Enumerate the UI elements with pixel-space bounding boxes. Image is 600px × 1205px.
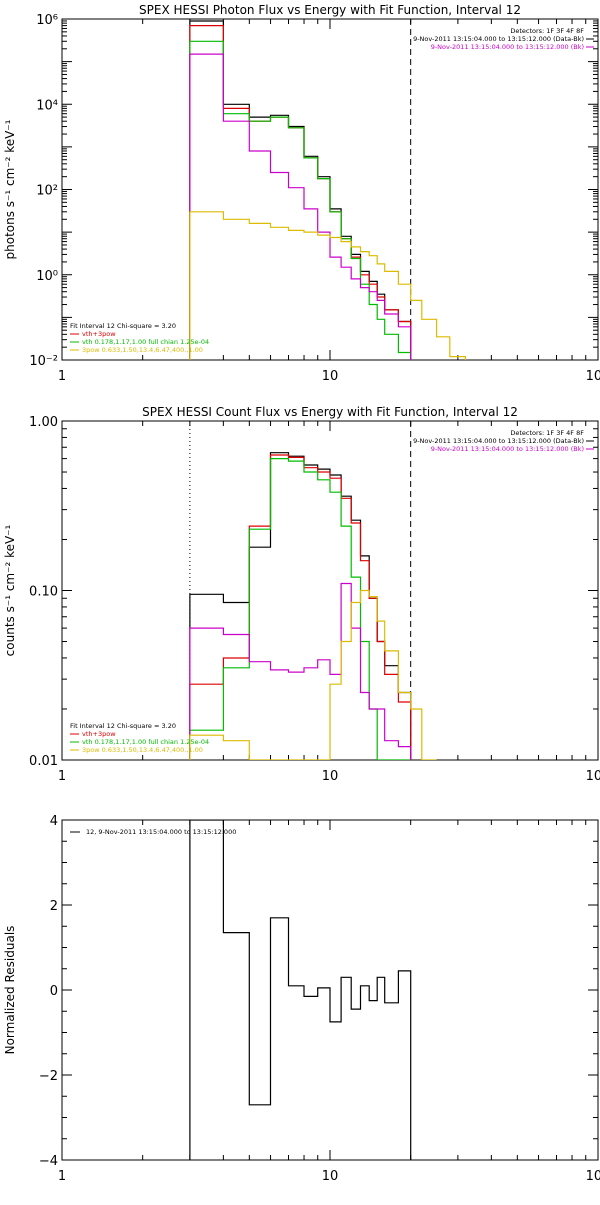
fit-info-text: vth 0.178,1.17,1.00 full chian 1.25e-04 xyxy=(82,738,209,746)
y-tick-label: 10⁴ xyxy=(36,98,58,113)
info-text: Detectors: 1F 3F 4F 8F xyxy=(510,429,584,437)
y-tick-label: −2 xyxy=(39,1069,58,1084)
x-tick-label: 10 xyxy=(322,369,339,384)
y-tick-label: 0 xyxy=(50,984,58,999)
x-tick-label: 100 xyxy=(586,369,600,384)
info-text: 9-Nov-2011 13:15:04.000 to 13:15:12.000 … xyxy=(413,35,584,43)
y-tick-label: 1.00 xyxy=(29,415,58,430)
fit-info-text: Fit Interval 12 Chi-square = 3.20 xyxy=(70,722,176,730)
x-tick-label: 10 xyxy=(322,769,339,784)
chart-title: SPEX HESSI Photon Flux vs Energy with Fi… xyxy=(139,3,521,17)
x-tick-label: 100 xyxy=(586,769,600,784)
chart-panel-2: SPEX HESSI Count Flux vs Energy with Fit… xyxy=(3,405,600,784)
y-axis-label: Normalized Residuals xyxy=(3,926,17,1055)
series-line xyxy=(189,454,412,760)
info-text: Detectors: 1F 3F 4F 8F xyxy=(510,27,584,35)
plot-area xyxy=(189,20,466,360)
legend-label: 12, 9-Nov-2011 13:15:04.000 to 13:15:12.… xyxy=(86,828,236,836)
series-line xyxy=(189,53,412,360)
series-line xyxy=(189,820,412,1160)
series-line xyxy=(189,20,412,360)
y-tick-label: 10² xyxy=(36,184,58,199)
x-tick-label: 1 xyxy=(58,1169,66,1184)
fit-info-text: vth+3pow xyxy=(82,730,116,738)
plot-area xyxy=(189,820,412,1160)
x-tick-label: 10 xyxy=(322,1169,339,1184)
series-line xyxy=(189,582,412,760)
fit-info-text: 3pow 0.633,1.50,13.4,6.47,400.,1.00 xyxy=(82,746,203,754)
x-tick-label: 100 xyxy=(586,1169,600,1184)
series-line xyxy=(189,211,466,360)
fit-info-text: vth+3pow xyxy=(82,330,116,338)
info-text: 9-Nov-2011 13:15:04.000 to 13:15:12.000 … xyxy=(413,437,584,445)
x-tick-label: 1 xyxy=(58,769,66,784)
y-tick-label: 10⁰ xyxy=(36,269,58,284)
y-tick-label: 10⁻² xyxy=(29,354,58,369)
fit-info-text: Fit Interval 12 Chi-square = 3.20 xyxy=(70,322,176,330)
y-tick-label: 0.10 xyxy=(29,585,58,600)
series-line xyxy=(189,589,437,760)
y-axis-label: counts s⁻¹ cm⁻² keV⁻¹ xyxy=(3,524,17,656)
info-text: 9-Nov-2011 13:15:04.000 to 13:15:12.000 … xyxy=(431,43,584,51)
fit-info-text: vth 0.178,1.17,1.00 full chian 1.25e-04 xyxy=(82,338,209,346)
y-tick-label: 10⁶ xyxy=(36,13,58,28)
y-tick-label: 0.01 xyxy=(29,754,58,769)
y-axis-label: photons s⁻¹ cm⁻² keV⁻¹ xyxy=(3,119,17,259)
x-tick-label: 1 xyxy=(58,369,66,384)
series-line xyxy=(189,40,412,360)
y-tick-label: 2 xyxy=(50,899,58,914)
info-text: 9-Nov-2011 13:15:04.000 to 13:15:12.000 … xyxy=(431,445,584,453)
chart-panel-1: SPEX HESSI Photon Flux vs Energy with Fi… xyxy=(3,3,600,384)
chart-panel-3: Normalized Residuals 1 10 100 −4 −2 0 2 4 12, 9-N… xyxy=(3,814,600,1184)
plot-area xyxy=(189,452,437,760)
chart-title: SPEX HESSI Count Flux vs Energy with Fit… xyxy=(142,405,518,419)
y-tick-label: −4 xyxy=(39,1154,58,1169)
fit-info-text: 3pow 0.633,1.50,13.4,6.47,400.,1.00 xyxy=(82,346,203,354)
y-tick-label: 4 xyxy=(50,814,58,829)
